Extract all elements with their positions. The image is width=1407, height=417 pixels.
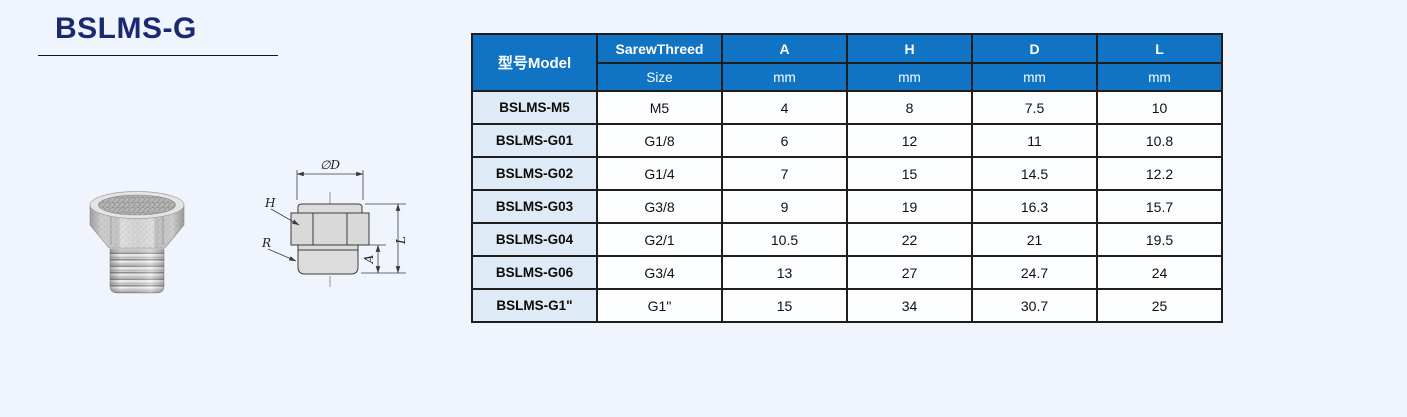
value-cell: 12.2 [1096,156,1223,191]
value-cell: 21 [971,222,1098,257]
value-cell: G3/8 [596,189,723,224]
header-model: 型号Model [471,33,598,92]
diameter-label: ∅D [320,158,340,172]
header-unit-l: mm [1096,62,1223,92]
title-underline [38,55,278,56]
header-col-d: D [971,33,1098,64]
thread-outline [297,244,359,275]
model-cell: BSLMS-G04 [471,222,598,257]
value-cell: G1" [596,288,723,323]
table-row: BSLMS-G02 G1/4 7 15 14.5 12.2 [471,156,1223,191]
value-cell: M5 [596,90,723,125]
table-row: BSLMS-G04 G2/1 10.5 22 21 19.5 [471,222,1223,257]
page-title: BSLMS-G [55,12,197,45]
value-cell: 10.5 [721,222,848,257]
header-col-h: H [846,33,973,64]
value-cell: 11 [971,123,1098,158]
value-cell: 25 [1096,288,1223,323]
header-unit-d: mm [971,62,1098,92]
model-cell: BSLMS-M5 [471,90,598,125]
value-cell: G1/4 [596,156,723,191]
spec-table-header: 型号Model SarewThreed A H D L Size mm mm m… [471,33,1223,92]
header-col-l: L [1096,33,1223,64]
header-unit-a: mm [721,62,848,92]
value-cell: 12 [846,123,973,158]
silencer-photo-shape [89,191,185,294]
value-cell: 34 [846,288,973,323]
value-cell: 13 [721,255,848,290]
thread-label: R [261,236,271,250]
spec-table-body: BSLMS-M5 M5 4 8 7.5 10 BSLMS-G01 G1/8 6 12 11 10.8 B… [471,90,1223,323]
value-cell: 22 [846,222,973,257]
hex-facet-lines [312,213,348,245]
header-col-a: A [721,33,848,64]
value-cell: 16.3 [971,189,1098,224]
value-cell: 8 [846,90,973,125]
table-row: BSLMS-G1" G1" 15 34 30.7 25 [471,288,1223,323]
thread-leader-line [267,248,297,262]
model-cell: BSLMS-G03 [471,189,598,224]
value-cell: 6 [721,123,848,158]
spec-table: 型号Model SarewThreed A H D L Size mm mm m… [471,33,1223,323]
value-cell: G2/1 [596,222,723,257]
value-cell: 15 [846,156,973,191]
value-cell: 15.7 [1096,189,1223,224]
table-row: BSLMS-G06 G3/4 13 27 24.7 24 [471,255,1223,290]
table-row: BSLMS-G01 G1/8 6 12 11 10.8 [471,123,1223,158]
header-thread: SarewThreed [596,33,723,64]
value-cell: 19 [846,189,973,224]
head-label: H [264,196,276,210]
value-cell: 27 [846,255,973,290]
hex-outline [290,212,370,246]
value-cell: 7.5 [971,90,1098,125]
value-cell: 30.7 [971,288,1098,323]
value-cell: 14.5 [971,156,1098,191]
model-cell: BSLMS-G01 [471,123,598,158]
value-cell: 10 [1096,90,1223,125]
value-cell: 9 [721,189,848,224]
value-cell: 7 [721,156,848,191]
thread-length-label: A [362,254,376,264]
model-cell: BSLMS-G06 [471,255,598,290]
technical-drawing: ∅D H R A L [261,158,408,287]
model-cell: BSLMS-G1" [471,288,598,323]
value-cell: 24.7 [971,255,1098,290]
value-cell: 24 [1096,255,1223,290]
value-cell: 10.8 [1096,123,1223,158]
value-cell: 19.5 [1096,222,1223,257]
model-cell: BSLMS-G02 [471,156,598,191]
header-unit-h: mm [846,62,973,92]
table-row: BSLMS-G03 G3/8 9 19 16.3 15.7 [471,189,1223,224]
value-cell: G3/4 [596,255,723,290]
value-cell: 15 [721,288,848,323]
product-photo [89,191,185,294]
total-length-label: L [394,236,408,245]
value-cell: G1/8 [596,123,723,158]
head-leader-line [270,208,300,226]
value-cell: 4 [721,90,848,125]
cap-outline [297,203,363,214]
table-row: BSLMS-M5 M5 4 8 7.5 10 [471,90,1223,125]
header-thread-size: Size [596,62,723,92]
